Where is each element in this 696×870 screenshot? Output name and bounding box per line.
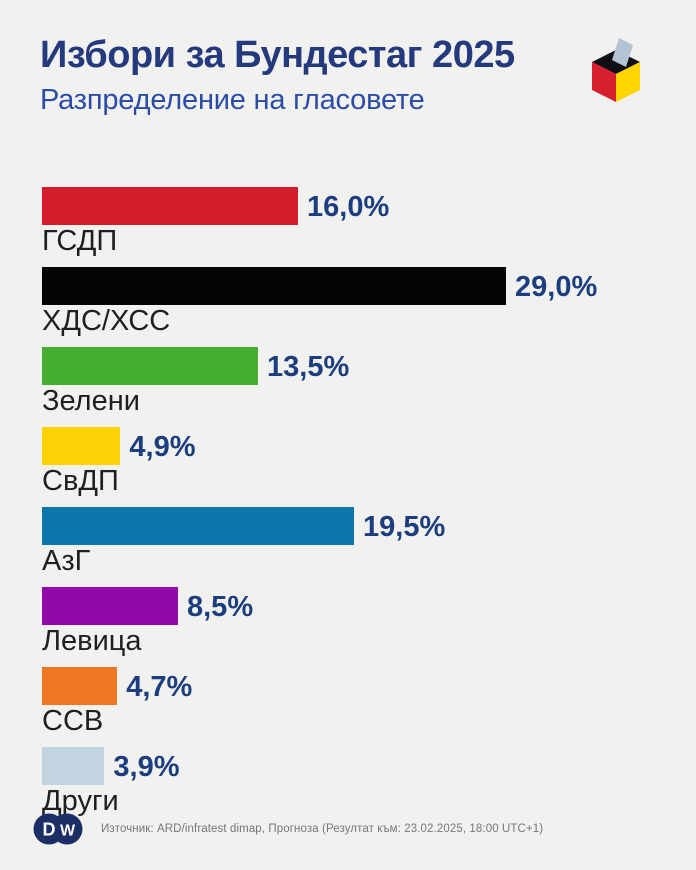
bar-line: 4,9%: [42, 427, 676, 465]
page-subtitle: Разпределение на гласовете: [40, 83, 425, 116]
bar: [42, 427, 121, 465]
svg-text:W: W: [60, 823, 76, 840]
bar-label: ГСДП: [42, 225, 118, 257]
page-title: Избори за Бундестаг 2025: [40, 34, 515, 76]
bar-label: АзГ: [42, 545, 91, 577]
bar-label: ХДС/ХСС: [42, 305, 171, 337]
bar-line: 29,0%: [42, 267, 676, 305]
bar-line: 3,9%: [42, 747, 676, 785]
bar-row: 4,7% ССВ: [42, 667, 676, 736]
dw-logo: D W: [33, 813, 83, 845]
bar-label: Други: [42, 785, 119, 817]
bar-row: 13,5% Зелени: [42, 347, 676, 416]
bar-value: 3,9%: [113, 751, 180, 783]
bar-row: 8,5% Левица: [42, 587, 676, 656]
bar-label: Зелени: [42, 385, 140, 417]
bar: [42, 667, 118, 705]
bar-row: 4,9% СвДП: [42, 427, 676, 496]
bar-row: 3,9% Други: [42, 747, 676, 816]
ballot-box-icon: [592, 38, 640, 102]
bar: [42, 347, 258, 385]
footer: D W Източник: ARD/infratest dimap, Прогн…: [33, 810, 676, 848]
svg-text:D: D: [43, 820, 56, 840]
bar-chart: 16,0% ГСДП 29,0% ХДС/ХСС 13,5% Зелени 4,…: [42, 187, 676, 827]
source-text: Източник: ARD/infratest dimap, Прогноза …: [101, 823, 544, 835]
bar-value: 4,9%: [129, 431, 196, 463]
bar-line: 16,0%: [42, 187, 676, 225]
bar: [42, 587, 178, 625]
bar-value: 4,7%: [126, 671, 193, 703]
bar: [42, 187, 298, 225]
header: Избори за Бундестаг 2025 Разпределение н…: [40, 34, 656, 117]
bar: [42, 507, 354, 545]
bar-row: 19,5% АзГ: [42, 507, 676, 576]
bar-line: 4,7%: [42, 667, 676, 705]
bar: [42, 747, 105, 785]
bar: [42, 267, 506, 305]
bar-value: 8,5%: [187, 591, 254, 623]
bar-label: ССВ: [42, 705, 104, 737]
bar-line: 19,5%: [42, 507, 676, 545]
bar-row: 29,0% ХДС/ХСС: [42, 267, 676, 336]
bar-value: 19,5%: [363, 511, 446, 543]
bar-row: 16,0% ГСДП: [42, 187, 676, 256]
bar-label: СвДП: [42, 465, 119, 497]
bar-value: 13,5%: [267, 351, 350, 383]
bar-line: 8,5%: [42, 587, 676, 625]
bar-value: 16,0%: [307, 191, 390, 223]
bar-line: 13,5%: [42, 347, 676, 385]
bar-label: Левица: [42, 625, 142, 657]
bar-value: 29,0%: [515, 271, 598, 303]
